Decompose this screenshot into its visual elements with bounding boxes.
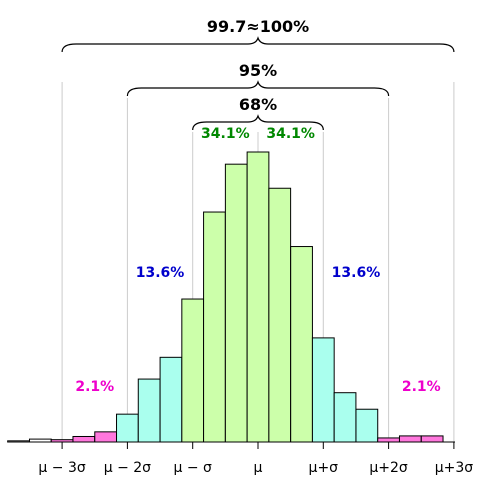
histogram-bar	[159, 356, 183, 443]
bracket-68	[192, 114, 324, 131]
histogram-bar	[377, 437, 400, 443]
x-axis-ticks: μ − 3σ μ − 2σ μ − σ μ μ+σ μ+2σ μ+3σ	[38, 442, 473, 476]
bracket-label: 68%	[239, 95, 277, 114]
histogram-bar	[181, 298, 205, 443]
histogram-bar	[94, 431, 118, 443]
band-percentage-label: 34.1%	[266, 126, 315, 142]
x-tick-label: μ+2σ	[369, 460, 408, 476]
x-tick-label: μ+3σ	[435, 460, 474, 476]
band-percentage-label: 2.1%	[75, 379, 114, 395]
percentage-brackets: 68% 95% 99.7≈100%	[61, 17, 455, 131]
x-tick-label: μ+σ	[309, 460, 339, 476]
band-percentage-label: 13.6%	[136, 265, 185, 281]
bracket-997100	[61, 36, 455, 53]
x-tick-label: μ − 2σ	[104, 460, 151, 476]
band-percentage-label: 13.6%	[332, 265, 381, 281]
x-tick-label: μ − σ	[173, 460, 212, 476]
band-percentage-labels: 34.1% 34.1% 13.6% 13.6% 2.1% 2.1%	[75, 126, 440, 395]
histogram-bar	[72, 435, 96, 443]
bracket-label: 95%	[239, 61, 277, 80]
histogram-bar	[224, 163, 248, 443]
histogram-bar	[246, 151, 270, 443]
histogram-bar	[311, 337, 335, 443]
x-tick-label: μ	[254, 460, 263, 476]
histogram-bar	[290, 246, 313, 443]
histogram-bars	[7, 151, 444, 443]
histogram-bar	[137, 378, 161, 443]
band-percentage-label: 34.1%	[201, 126, 250, 142]
histogram-bar	[398, 435, 422, 443]
bracket-95	[126, 80, 390, 97]
histogram-bar	[268, 187, 292, 443]
histogram-bar	[420, 435, 444, 443]
histogram-bar	[355, 408, 379, 443]
x-tick-label: μ − 3σ	[38, 460, 85, 476]
band-percentage-label: 2.1%	[402, 379, 441, 395]
histogram-bar	[116, 413, 139, 443]
histogram-bar	[333, 392, 357, 443]
bracket-label: 99.7≈100%	[207, 17, 309, 36]
histogram-bar	[203, 211, 226, 443]
